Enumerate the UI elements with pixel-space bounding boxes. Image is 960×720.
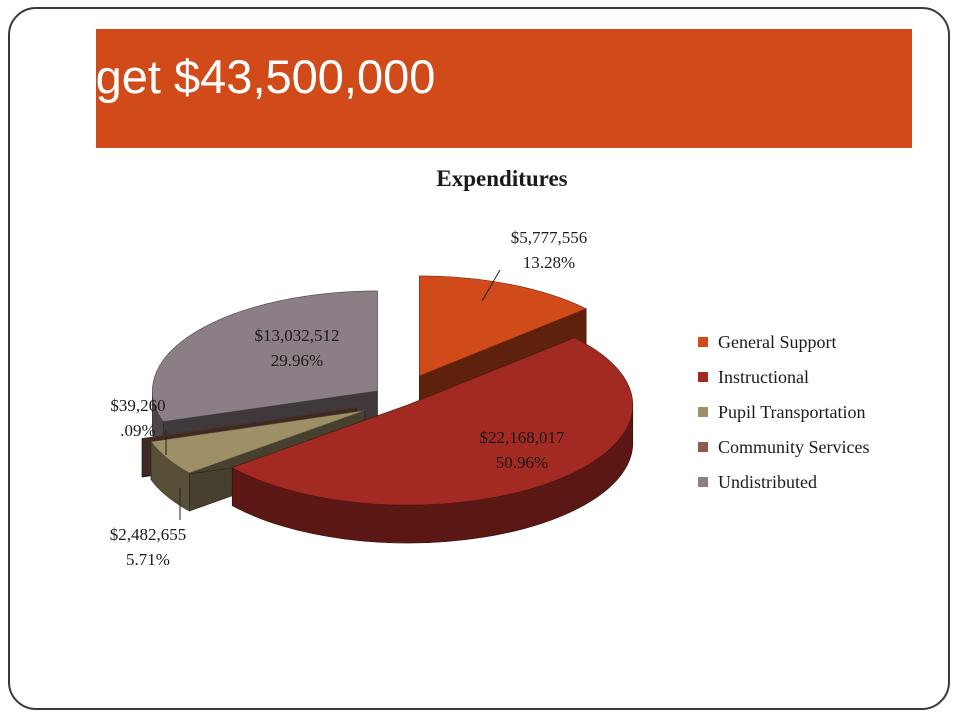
legend-label: Instructional	[718, 367, 809, 387]
legend-swatch	[698, 477, 708, 487]
pie-slice-general-support	[419, 275, 587, 377]
pie-slice-instructional	[231, 337, 634, 506]
data-label-value: $22,168,017	[480, 428, 566, 447]
legend-swatch	[698, 407, 708, 417]
data-label-percent: 13.28%	[523, 253, 575, 272]
legend-label: Community Services	[718, 437, 870, 457]
data-label-percent: 29.96%	[271, 351, 323, 370]
legend-swatch	[698, 442, 708, 452]
data-label-value: $5,777,556	[511, 228, 588, 247]
chart-title: Expenditures	[436, 166, 567, 191]
legend: General Support Instructional Pupil Transp…	[698, 332, 870, 492]
label-leader-line	[481, 269, 501, 302]
legend-label: Undistributed	[718, 472, 817, 492]
pie-slice-undistributed	[152, 290, 378, 422]
title-bar	[96, 29, 912, 148]
slide-title: Budget $43,500,000	[12, 50, 436, 103]
pie-slice-community-services	[141, 407, 357, 440]
data-label-value: $2,482,655	[110, 525, 187, 544]
data-labels: $5,777,556 13.28% $22,168,017 50.96% $2,482,…	[110, 228, 588, 569]
pie-slice-pupil-transportation	[150, 410, 365, 474]
data-label-percent: 50.96%	[496, 453, 548, 472]
legend-swatch	[698, 372, 708, 382]
legend-label: Pupil Transportation	[718, 402, 866, 422]
data-label-percent: .09%	[120, 421, 155, 440]
pie-slices	[141, 275, 634, 544]
data-label-percent: 5.71%	[126, 550, 170, 569]
data-label-value: $39,260	[110, 396, 165, 415]
legend-label: General Support	[718, 332, 836, 352]
legend-swatch	[698, 337, 708, 347]
data-label-value: $13,032,512	[255, 326, 340, 345]
